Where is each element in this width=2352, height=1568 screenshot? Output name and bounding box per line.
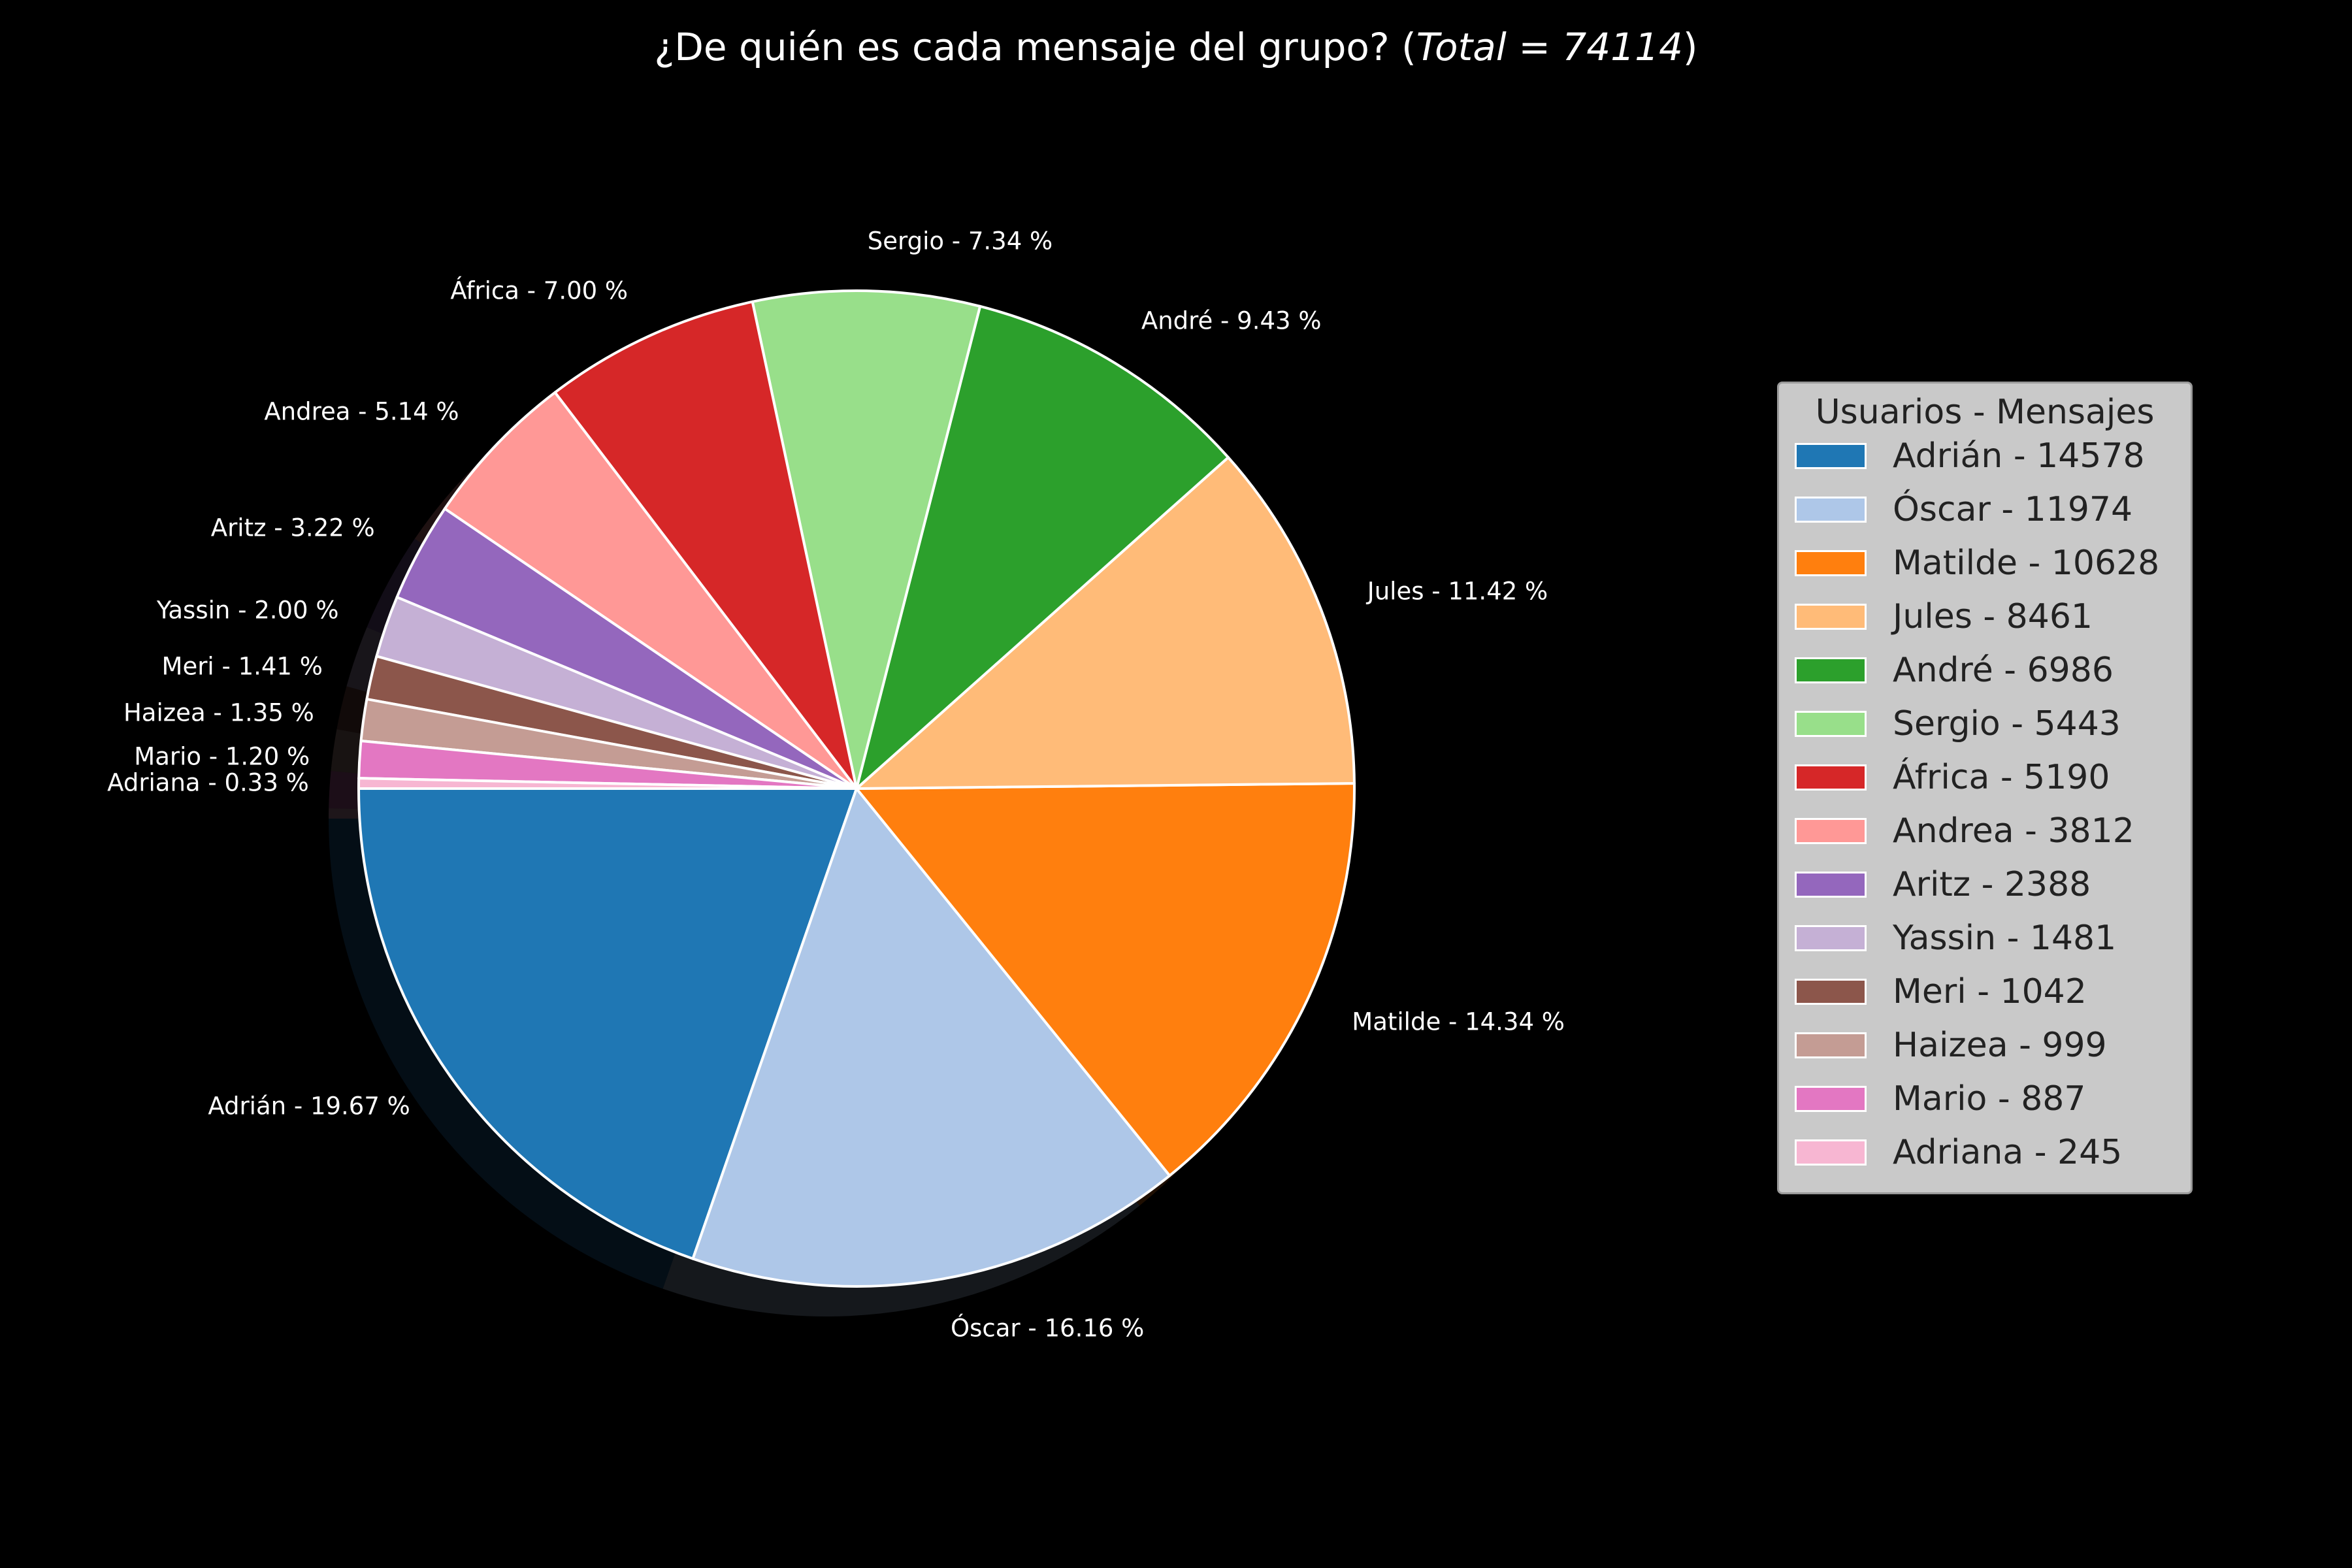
slice-label-oscar: Óscar - 16.16 % (951, 1314, 1145, 1343)
pie-slices (357, 289, 1356, 1288)
legend-item-mario: Mario - 887 (1795, 1076, 2085, 1122)
legend-item-meri: Meri - 1042 (1795, 969, 2087, 1015)
legend-item-africa: África - 5190 (1795, 755, 2110, 800)
pie-slice-matilde (855, 782, 1356, 1177)
pie-slice-sergio (751, 289, 982, 790)
legend-item-andrea: Andrea - 3812 (1795, 808, 2134, 854)
legend-swatch-adriana (1795, 1139, 1867, 1166)
legend-title: Usuarios - Mensajes (1815, 393, 2155, 432)
legend-text-jules: Jules - 8461 (1893, 597, 2093, 636)
legend-text-haizea: Haizea - 999 (1893, 1026, 2107, 1065)
legend-swatch-aritz (1795, 872, 1867, 898)
legend-item-haizea: Haizea - 999 (1795, 1022, 2107, 1068)
legend-item-yassin: Yassin - 1481 (1795, 915, 2116, 961)
slice-label-andre: André - 9.43 % (1141, 306, 1322, 335)
slice-label-aritz: Aritz - 3.22 % (210, 514, 375, 542)
legend-swatch-jules (1795, 604, 1867, 630)
slice-label-matilde: Matilde - 14.34 % (1352, 1007, 1565, 1036)
legend-swatch-andre (1795, 657, 1867, 683)
legend-swatch-sergio (1795, 711, 1867, 737)
slice-label-jules: Jules - 11.42 % (1367, 577, 1548, 606)
legend-text-yassin: Yassin - 1481 (1893, 919, 2117, 958)
legend-item-andre: André - 6986 (1795, 647, 2114, 693)
legend-swatch-andrea (1795, 818, 1867, 844)
pie-slice-africa (553, 300, 858, 790)
legend-text-matilde: Matilde - 10628 (1893, 544, 2160, 583)
legend-swatch-haizea (1795, 1032, 1867, 1058)
legend: Usuarios - Mensajes Adrián - 14578 Óscar … (1777, 382, 2193, 1194)
slice-label-sergio: Sergio - 7.34 % (867, 227, 1053, 255)
legend-text-adriana: Adriana - 245 (1893, 1133, 2123, 1172)
legend-swatch-africa (1795, 764, 1867, 791)
legend-text-africa: África - 5190 (1893, 758, 2110, 797)
chart-title-total: Total = 74114 (1416, 25, 1683, 69)
pie-slice-adrian (357, 787, 858, 1260)
legend-text-mario: Mario - 887 (1893, 1079, 2086, 1119)
legend-swatch-yassin (1795, 925, 1867, 951)
chart-title: ¿De quién es cada mensaje del grupo? (To… (0, 25, 2352, 69)
legend-text-sergio: Sergio - 5443 (1893, 704, 2121, 743)
legend-text-andre: André - 6986 (1893, 651, 2114, 690)
pie-slice-adriana (357, 777, 858, 790)
pie-slice-oscar (691, 787, 1171, 1288)
pie-slice-andrea (443, 391, 858, 790)
slice-label-adrian: Adrián - 19.67 % (208, 1092, 410, 1120)
legend-item-adriana: Adriana - 245 (1795, 1130, 2122, 1175)
legend-item-adrian: Adrián - 14578 (1795, 433, 2145, 479)
chart-title-text: ¿De quién es cada mensaje del grupo? ( (654, 25, 1416, 69)
chart-title-end: ) (1682, 25, 1698, 69)
legend-text-oscar: Óscar - 11974 (1893, 490, 2133, 529)
legend-swatch-oscar (1795, 497, 1867, 523)
legend-item-oscar: Óscar - 11974 (1795, 487, 2132, 532)
legend-text-adrian: Adrián - 14578 (1893, 436, 2145, 476)
legend-item-matilde: Matilde - 10628 (1795, 540, 2159, 586)
legend-item-jules: Jules - 8461 (1795, 594, 2093, 640)
legend-swatch-adrian (1795, 443, 1867, 469)
slice-label-mario: Mario - 1.20 % (134, 742, 310, 771)
legend-text-aritz: Aritz - 2388 (1893, 865, 2091, 904)
slice-label-yassin: Yassin - 2.00 % (156, 596, 339, 625)
slice-label-andrea: Andrea - 5.14 % (264, 397, 459, 426)
legend-text-andrea: Andrea - 3812 (1893, 811, 2134, 851)
legend-text-meri: Meri - 1042 (1893, 972, 2087, 1011)
legend-swatch-matilde (1795, 550, 1867, 576)
legend-swatch-meri (1795, 979, 1867, 1005)
legend-item-sergio: Sergio - 5443 (1795, 701, 2121, 747)
slice-label-adriana: Adriana - 0.33 % (107, 768, 309, 797)
legend-item-aritz: Aritz - 2388 (1795, 862, 2091, 907)
slice-label-haizea: Haizea - 1.35 % (123, 698, 314, 727)
legend-swatch-mario (1795, 1086, 1867, 1112)
slice-label-meri: Meri - 1.41 % (161, 652, 323, 681)
pie-slice-jules (855, 456, 1356, 790)
slice-label-africa: África - 7.00 % (450, 276, 629, 305)
